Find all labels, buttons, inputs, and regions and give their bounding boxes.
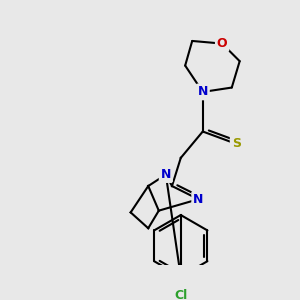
Text: Cl: Cl — [174, 290, 188, 300]
Text: N: N — [193, 193, 203, 206]
Text: S: S — [232, 137, 241, 150]
Text: N: N — [198, 85, 208, 98]
Text: O: O — [217, 37, 227, 50]
Text: N: N — [160, 168, 171, 181]
